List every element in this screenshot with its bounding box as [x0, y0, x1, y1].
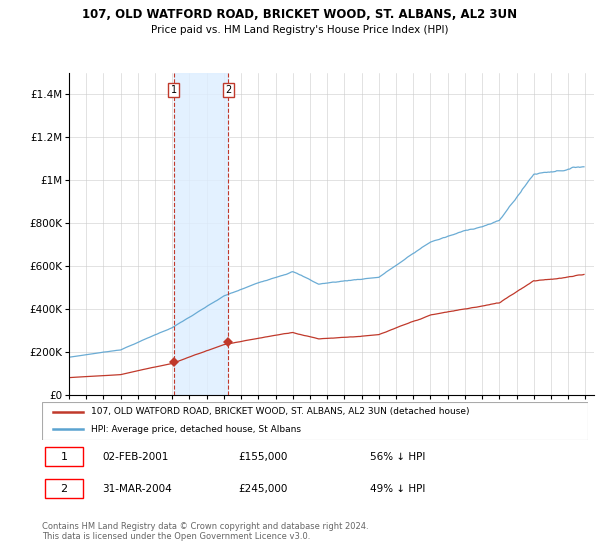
- Text: 107, OLD WATFORD ROAD, BRICKET WOOD, ST. ALBANS, AL2 3UN (detached house): 107, OLD WATFORD ROAD, BRICKET WOOD, ST.…: [91, 407, 470, 416]
- Text: 2: 2: [60, 484, 67, 494]
- Text: 49% ↓ HPI: 49% ↓ HPI: [370, 484, 425, 494]
- Text: 107, OLD WATFORD ROAD, BRICKET WOOD, ST. ALBANS, AL2 3UN: 107, OLD WATFORD ROAD, BRICKET WOOD, ST.…: [82, 8, 518, 21]
- Text: £155,000: £155,000: [239, 451, 288, 461]
- Text: 2: 2: [225, 85, 232, 95]
- Text: Contains HM Land Registry data © Crown copyright and database right 2024.
This d: Contains HM Land Registry data © Crown c…: [42, 522, 368, 542]
- Text: Price paid vs. HM Land Registry's House Price Index (HPI): Price paid vs. HM Land Registry's House …: [151, 25, 449, 35]
- Text: 1: 1: [171, 85, 177, 95]
- Bar: [174, 73, 228, 395]
- Text: 02-FEB-2001: 02-FEB-2001: [102, 451, 169, 461]
- Bar: [45, 479, 83, 498]
- Text: £245,000: £245,000: [239, 484, 288, 494]
- Text: HPI: Average price, detached house, St Albans: HPI: Average price, detached house, St A…: [91, 425, 301, 434]
- Text: 1: 1: [61, 451, 67, 461]
- Text: 31-MAR-2004: 31-MAR-2004: [102, 484, 172, 494]
- Text: 56% ↓ HPI: 56% ↓ HPI: [370, 451, 425, 461]
- Bar: [45, 447, 83, 466]
